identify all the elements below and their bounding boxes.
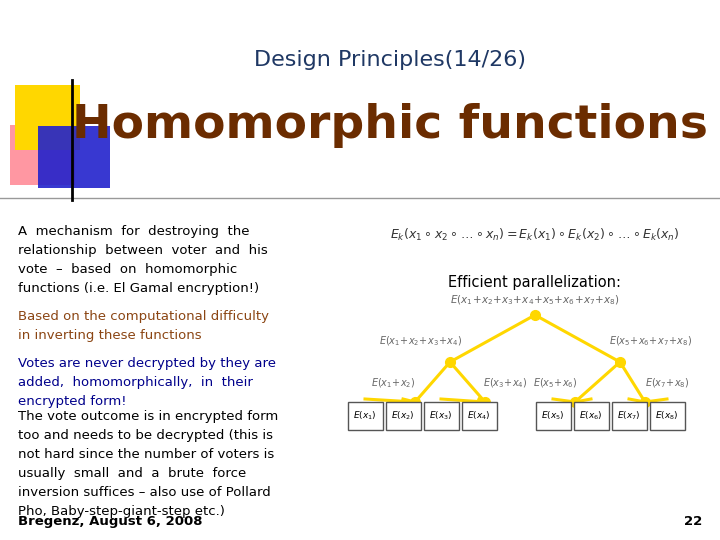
Text: 22: 22: [684, 515, 702, 528]
Bar: [574, 402, 608, 430]
Bar: [423, 402, 459, 430]
Text: Based on the computational difficulty
in inverting these functions: Based on the computational difficulty in…: [18, 310, 269, 342]
Text: $E(x_2)$: $E(x_2)$: [391, 410, 415, 422]
Text: The vote outcome is in encrypted form
too and needs to be decrypted (this is
not: The vote outcome is in encrypted form to…: [18, 410, 278, 518]
Text: Votes are never decrypted by they are
added,  homomorphically,  in  their
encryp: Votes are never decrypted by they are ad…: [18, 357, 276, 408]
Text: Design Principles(14/26): Design Principles(14/26): [254, 50, 526, 70]
Text: $E(x_5\!+\!x_6\!+\!x_7\!+\!x_8)$: $E(x_5\!+\!x_6\!+\!x_7\!+\!x_8)$: [608, 334, 691, 348]
Text: $E(x_7)$: $E(x_7)$: [617, 410, 641, 422]
Text: $E(x_5)$: $E(x_5)$: [541, 410, 564, 422]
Text: $E(x_5\!+\!x_6)$: $E(x_5\!+\!x_6)$: [533, 376, 577, 390]
Text: $E(x_6)$: $E(x_6)$: [580, 410, 603, 422]
Text: Homomorphic functions: Homomorphic functions: [72, 103, 708, 147]
Text: $E(x_7\!+\!x_8)$: $E(x_7\!+\!x_8)$: [644, 376, 689, 390]
Text: Efficient parallelization:: Efficient parallelization:: [449, 274, 621, 289]
Text: $E(x_4)$: $E(x_4)$: [467, 410, 491, 422]
Text: Bregenz, August 6, 2008: Bregenz, August 6, 2008: [18, 515, 202, 528]
Text: $E(x_1\!+\!x_2\!+\!x_3\!+\!x_4\!+\!x_5\!+\!x_6\!+\!x_7\!+\!x_8)$: $E(x_1\!+\!x_2\!+\!x_3\!+\!x_4\!+\!x_5\!…: [450, 293, 620, 307]
Bar: [462, 402, 497, 430]
Text: $E(x_8)$: $E(x_8)$: [655, 410, 679, 422]
Text: $E(x_3)$: $E(x_3)$: [429, 410, 453, 422]
Text: $E_k(x_1 \circ x_2 \circ \ldots \circ x_n) = E_k(x_1) \circ E_k(x_2) \circ \ldot: $E_k(x_1 \circ x_2 \circ \ldots \circ x_…: [390, 227, 680, 243]
Bar: [649, 402, 685, 430]
Text: $E(x_1\!+\!x_2\!+\!x_3\!+\!x_4)$: $E(x_1\!+\!x_2\!+\!x_3\!+\!x_4)$: [379, 334, 462, 348]
Bar: [536, 402, 570, 430]
Bar: [38, 126, 110, 188]
Bar: [10, 125, 75, 185]
Text: $E(x_1)$: $E(x_1)$: [354, 410, 377, 422]
Text: A  mechanism  for  destroying  the
relationship  between  voter  and  his
vote  : A mechanism for destroying the relations…: [18, 225, 268, 295]
Text: $E(x_1\!+\!x_2)$: $E(x_1\!+\!x_2)$: [371, 376, 415, 390]
Bar: [611, 402, 647, 430]
Bar: [15, 85, 80, 150]
Bar: [385, 402, 420, 430]
Text: $E(x_3\!+\!x_4)$: $E(x_3\!+\!x_4)$: [482, 376, 527, 390]
Bar: [348, 402, 382, 430]
